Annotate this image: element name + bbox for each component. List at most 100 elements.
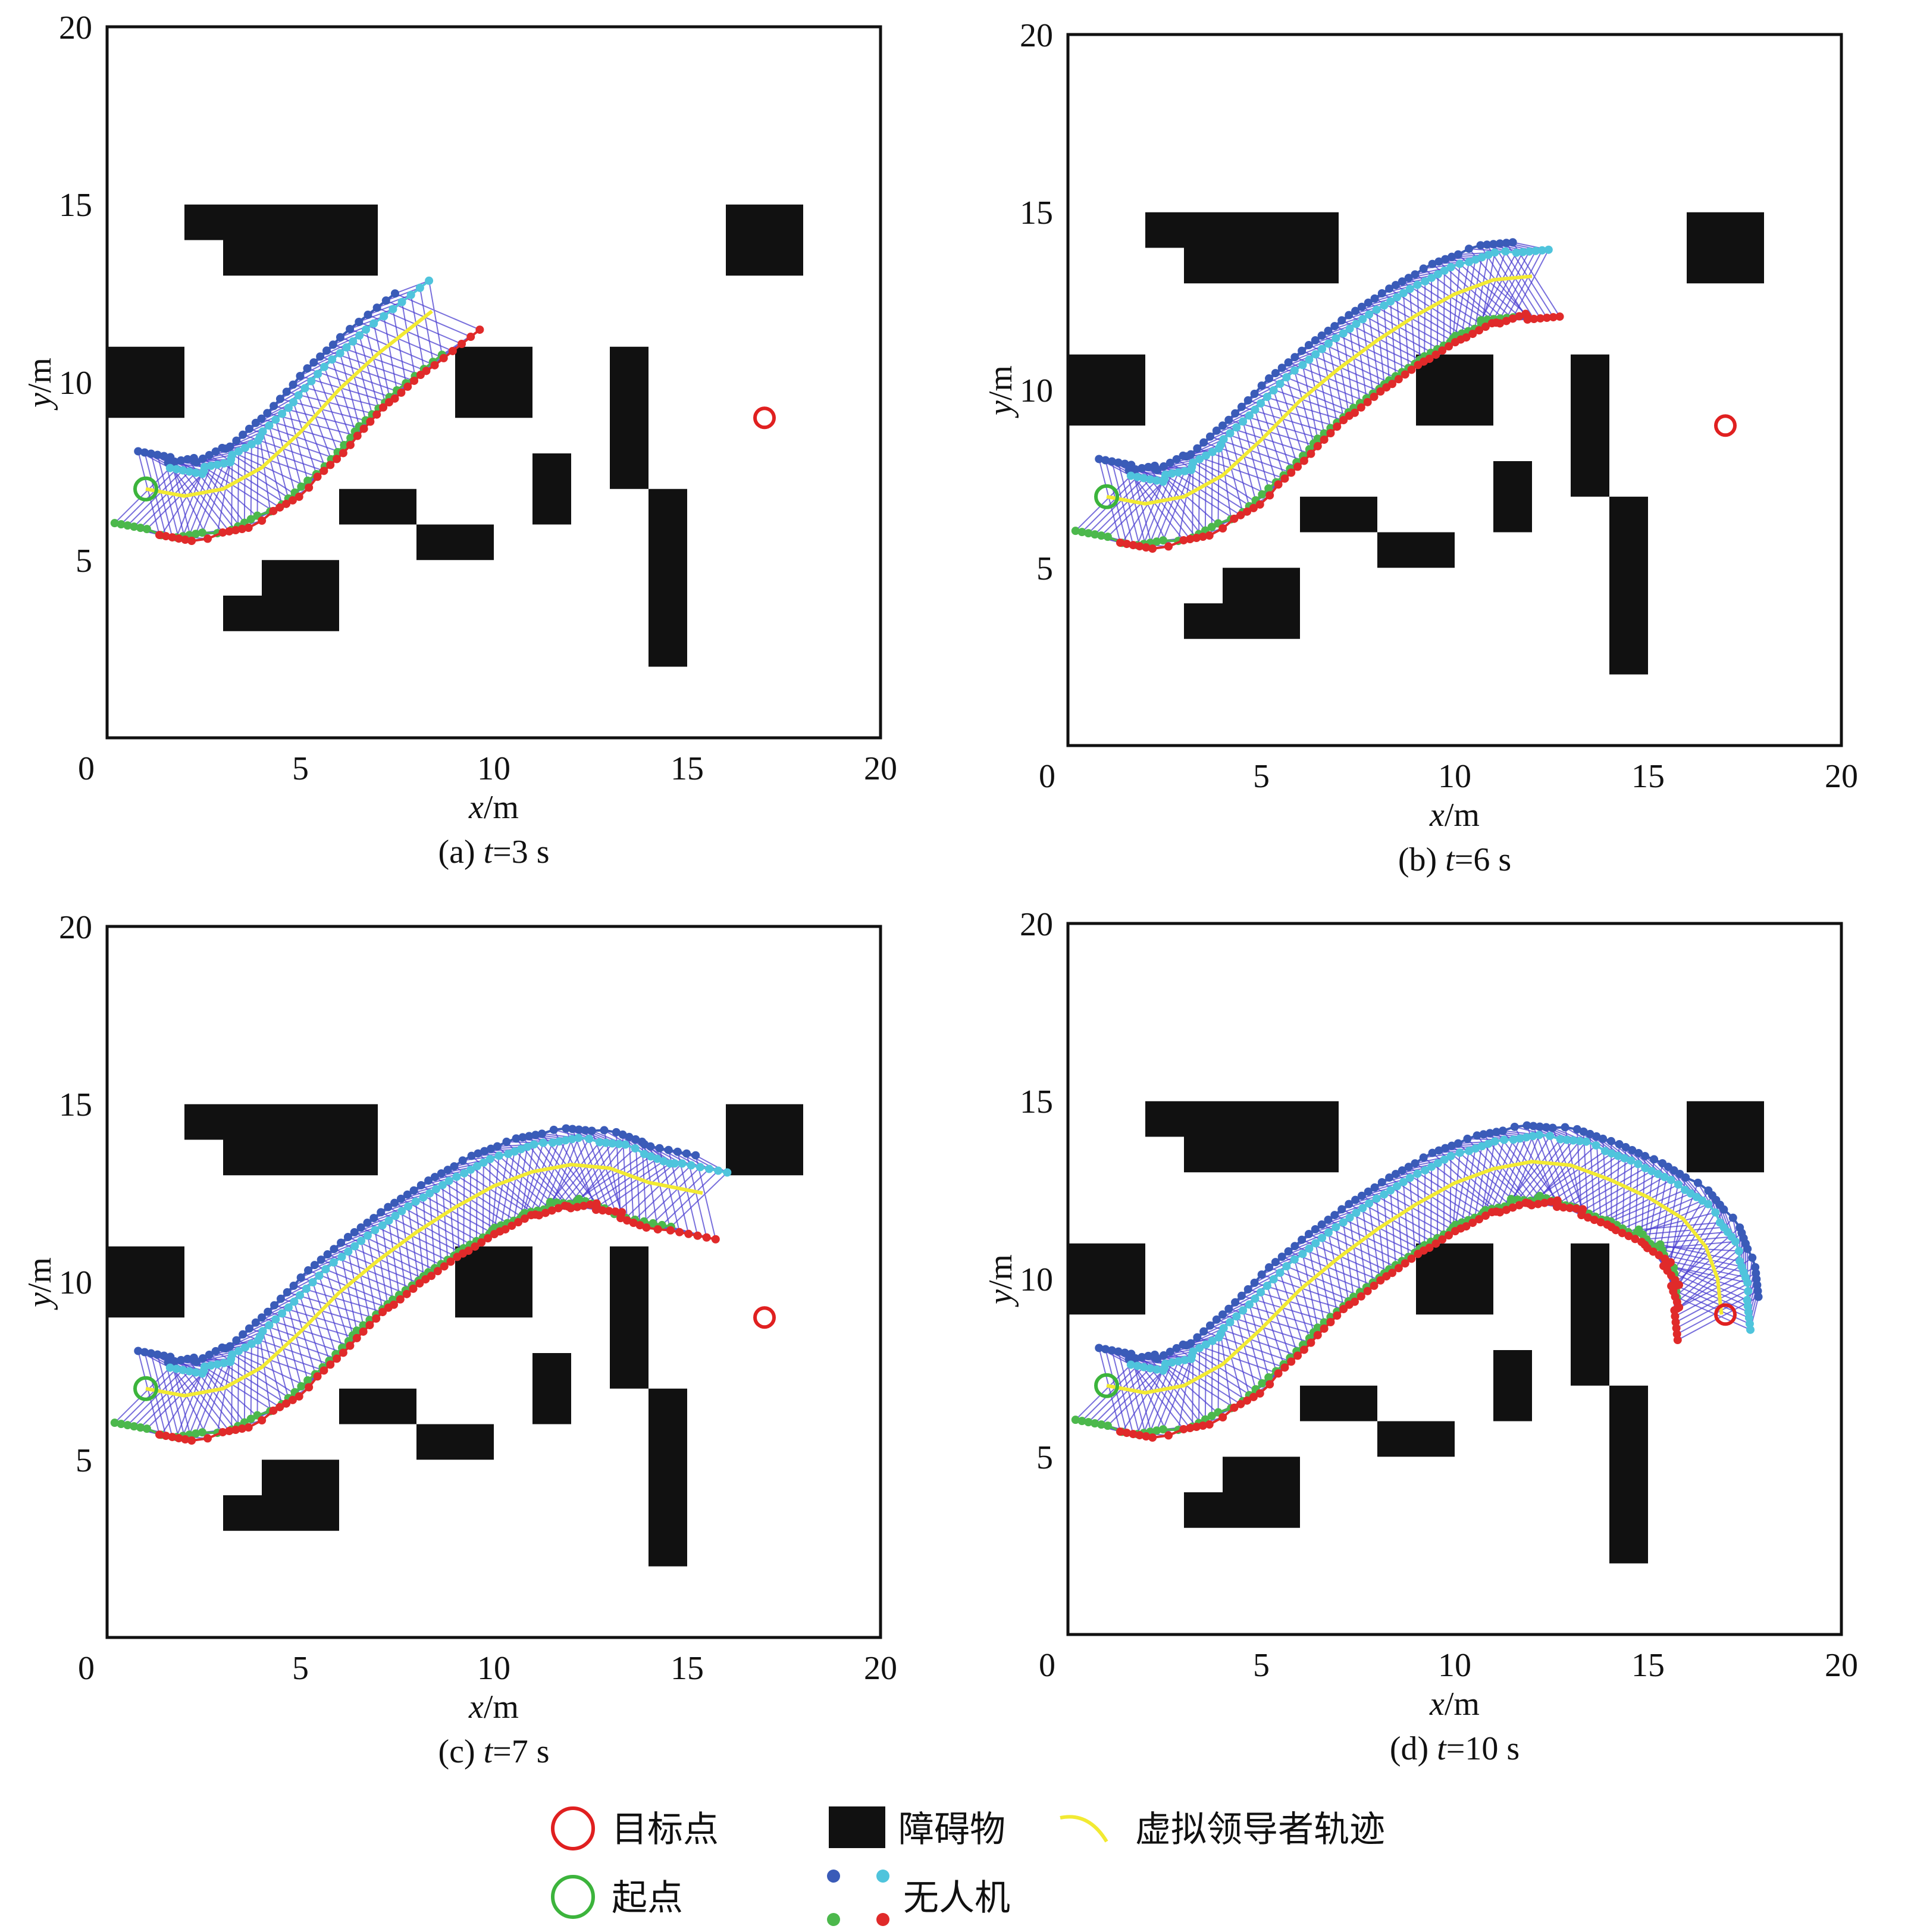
uav-cyan-point	[561, 1136, 570, 1145]
uav-blue-point	[480, 1147, 489, 1156]
obstacle	[223, 1139, 378, 1176]
uav-blue-point	[225, 442, 234, 451]
uav-blue-point	[309, 358, 318, 367]
uav-cyan-point	[1180, 1355, 1189, 1364]
uav-red-point	[535, 1211, 544, 1220]
uav-blue-point	[192, 1357, 201, 1366]
x-axis-label: x/m	[468, 789, 519, 826]
uav-cyan-point	[1455, 1148, 1464, 1157]
obstacle	[532, 1353, 571, 1424]
leader-trajectory	[145, 309, 433, 498]
uav-red-point	[225, 527, 234, 536]
uav-green-point	[1103, 1421, 1112, 1430]
x-tick-label: 10	[1438, 1647, 1471, 1684]
uav-red-point	[629, 1219, 638, 1228]
uav-blue-point	[562, 1124, 571, 1133]
uav-cyan-point	[1427, 1162, 1436, 1171]
uav-cyan-point	[234, 447, 243, 456]
uav-red-point	[547, 1206, 556, 1215]
uav-red-point	[168, 533, 177, 542]
uav-cyan-point	[1535, 1131, 1544, 1139]
uav-cyan-point	[1484, 250, 1493, 259]
uav-red-point	[1496, 1208, 1505, 1217]
uav-blue-point	[1311, 336, 1320, 345]
uav-blue-point	[1317, 331, 1326, 340]
uav-cyan-point	[1413, 1169, 1422, 1178]
obstacle	[262, 560, 339, 596]
uav-cyan-point	[404, 1202, 413, 1211]
uav-red-point	[366, 417, 375, 426]
uav-blue-point	[355, 317, 364, 326]
uav-blue-point	[458, 1156, 467, 1165]
uav-blue-point	[403, 1190, 412, 1199]
uav-red-point	[1192, 534, 1201, 543]
obstacle	[455, 1246, 532, 1318]
obstacle	[726, 1104, 803, 1176]
uav-red-point	[433, 1267, 442, 1276]
uav-blue-point	[1592, 1132, 1601, 1141]
uav-red-point	[501, 1225, 510, 1234]
uav-red-point	[313, 1372, 322, 1381]
uav-cyan-point	[696, 1163, 704, 1172]
uav-blue-point	[198, 1354, 207, 1363]
uav-cyan-point	[329, 1258, 338, 1267]
uav-blue-point	[1428, 1148, 1437, 1157]
uav-cyan-point	[640, 1150, 649, 1158]
uav-blue-point	[363, 1219, 372, 1228]
uav-cyan-point	[1653, 1170, 1662, 1179]
uav-red-point	[1462, 1222, 1471, 1231]
uav-red-point	[1376, 387, 1385, 396]
uav-blue-point	[1693, 1178, 1702, 1187]
uav-blue-point	[369, 1214, 378, 1223]
uav-blue-point	[1144, 1351, 1153, 1360]
uav-red-point	[1462, 333, 1471, 342]
x-tick-label: 15	[671, 1650, 704, 1687]
uav-green-point	[142, 525, 151, 534]
uav-red-point	[390, 1300, 399, 1309]
uav-cyan-point	[1226, 1318, 1235, 1327]
uav-red-point	[1481, 1211, 1490, 1220]
uav-cyan-point	[321, 1265, 330, 1274]
uav-blue-point	[1606, 1136, 1615, 1145]
uav-red-point	[1534, 1200, 1543, 1208]
uav-red-point	[1255, 1389, 1264, 1398]
uav-cyan-point	[1339, 1218, 1348, 1227]
uav-red-point	[237, 525, 246, 534]
x-tick-label: 0	[1039, 1647, 1055, 1684]
obstacle	[1223, 1457, 1300, 1492]
uav-blue-point	[1385, 284, 1394, 293]
uav-green-point	[246, 1414, 255, 1423]
uav-blue-point	[239, 430, 248, 439]
uav-red-point	[439, 353, 448, 362]
uav-cyan-point	[1711, 1208, 1720, 1217]
obstacle-swatch-icon	[829, 1806, 885, 1848]
uav-red-point	[305, 1383, 314, 1392]
uav-cyan-point	[1276, 380, 1285, 389]
uav-cyan-point	[1440, 1155, 1449, 1164]
uav-blue-point	[1193, 1333, 1202, 1342]
uav-blue-point	[1508, 238, 1517, 247]
uav-cyan-point	[1262, 1282, 1271, 1291]
uav-blue-point	[264, 1307, 272, 1316]
uav-blue-point	[631, 1135, 640, 1144]
uav-blue-point	[177, 456, 186, 465]
x-tick-label: 20	[864, 1650, 897, 1687]
uav-cyan-point	[178, 466, 187, 475]
uav-red-point	[244, 524, 253, 533]
uav-red-point	[1186, 1423, 1195, 1432]
uav-cyan-point	[530, 1140, 538, 1149]
goal-marker	[753, 406, 776, 430]
uav-cyan-point	[1201, 451, 1210, 460]
uav-red-point	[1523, 315, 1532, 324]
uav-cyan-point	[200, 1362, 209, 1371]
x-tick-label: 10	[477, 750, 510, 787]
uav-cyan-point	[363, 1231, 372, 1240]
uav-cyan-point	[265, 421, 274, 430]
uav-cyan-point	[1358, 315, 1367, 324]
uav-cyan-point	[1465, 258, 1474, 267]
uav-cyan-point	[1465, 1147, 1474, 1156]
uav-cyan-point	[228, 450, 237, 459]
uav-green-point	[1091, 530, 1099, 539]
uav-cyan-point	[1607, 1149, 1616, 1158]
legend-label-uav: 无人机	[903, 1877, 1010, 1919]
